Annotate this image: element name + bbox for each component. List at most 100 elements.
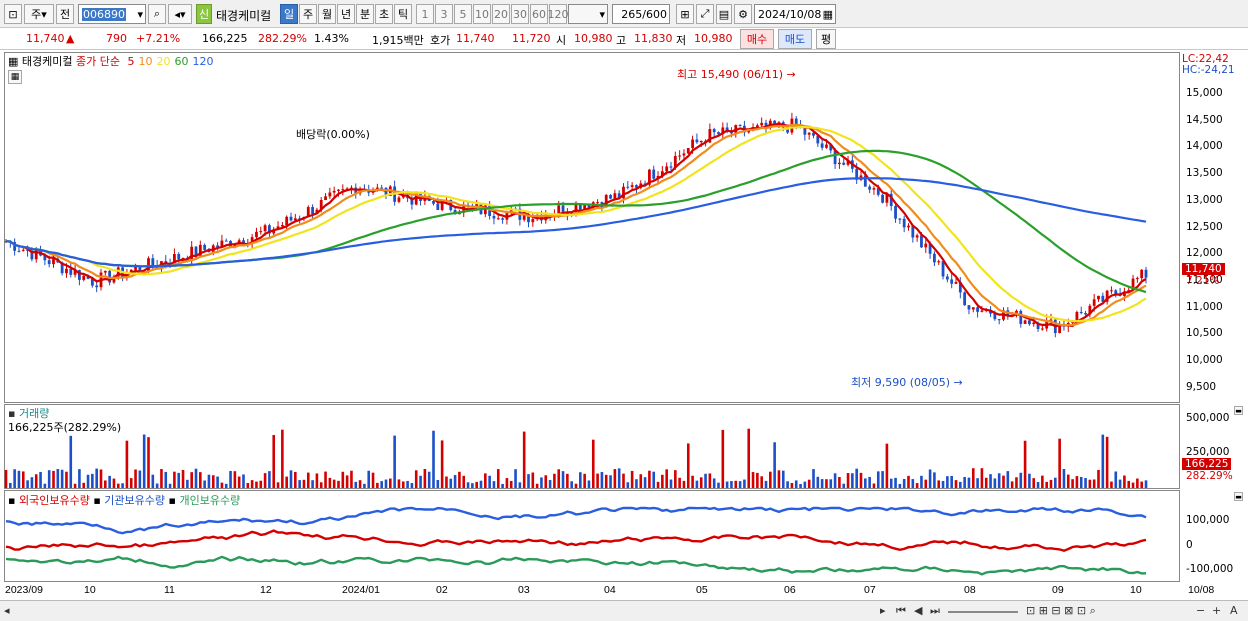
volume-bar [423,469,427,488]
minute-tab[interactable]: 3 [435,4,453,24]
minimize-icon[interactable]: ▬ [1234,492,1243,501]
next-icon[interactable]: ⏭ [930,604,940,617]
volume-bar [1079,476,1083,488]
candle-body [660,171,664,176]
candle-body [902,218,906,228]
minute-tab[interactable]: 10 [473,4,491,24]
volume-bar [328,477,332,488]
draw-tool-icon[interactable]: ⤢ [696,4,714,24]
price-panel[interactable] [4,52,1180,403]
buy-button[interactable]: 매수 [740,29,774,49]
gear-icon[interactable]: ⚙ [734,4,752,24]
text-icon[interactable]: A [1230,604,1238,617]
stock-code-input[interactable]: 006890 ▾ [78,4,146,24]
minute-tab[interactable]: 5 [454,4,472,24]
candle-body [1058,325,1062,334]
scroll-right-icon[interactable]: ▸ [880,604,886,617]
period-tab[interactable]: 틱 [394,4,412,24]
speaker-icon[interactable]: ◂▾ [168,4,192,24]
volume-bar [889,478,893,488]
volume-bar [1118,479,1122,488]
ma-line [5,122,1147,328]
candle-body [1084,313,1087,315]
volume-bar [699,477,703,488]
market-mode-select[interactable]: 주 ▾ [24,4,54,24]
volume-bar [509,480,513,488]
candle-body [1092,299,1096,306]
volume-bar [794,480,798,488]
volume-bar [738,481,742,488]
minute-tab[interactable]: 20 [492,4,510,24]
x-label: 10/08 [1188,584,1215,596]
volume-bar [436,480,440,488]
volume-bar [1002,475,1005,488]
period-tab[interactable]: 월 [318,4,336,24]
settings-icon[interactable]: ▦ [8,70,22,84]
period-tab[interactable]: 일 [280,4,298,24]
minute-tab[interactable]: 60 [530,4,548,24]
period-tab[interactable]: 년 [337,4,355,24]
candle-body [561,205,565,215]
prev-icon[interactable]: ◀ [914,604,923,617]
minimize-icon[interactable]: ▬ [1234,406,1243,415]
volume-bar [393,435,396,488]
candle-body [1028,320,1031,325]
period-tab[interactable]: 분 [356,4,374,24]
holdings-line [5,529,1147,552]
tools-icon[interactable]: ⊡ ⊞ ⊟ ⊠ ⊡ ⌕ [1026,604,1096,617]
candle-body [1088,305,1092,315]
candle-body [47,260,51,265]
search-icon[interactable]: ⌕ [148,4,166,24]
minute-tab[interactable]: 30 [511,4,529,24]
eval-button[interactable]: 평 [816,29,836,49]
first-icon[interactable]: ⏮ [896,604,906,617]
volume-bar [160,469,163,488]
chart-type-icon[interactable]: ⊞ [676,4,694,24]
volume-bar [730,481,733,488]
ma-period: 5 [127,55,135,68]
zoom-out-icon[interactable]: − [1196,604,1206,617]
chevron-down-icon: ▾ [599,7,605,21]
company-name: 태경케미컬 [216,9,272,23]
candle-body [1075,311,1079,323]
zoom-slider[interactable] [948,611,1018,613]
ma-period: 10 [138,55,153,68]
square-icon: ▪ [8,494,16,507]
volume-bar [116,483,120,488]
candle-body [220,240,224,248]
candle-body [1131,278,1135,291]
count-field[interactable]: 265/600 [612,4,670,24]
save-icon[interactable]: ▤ [716,4,732,24]
prev-button[interactable]: 전 [56,4,74,24]
candle-body [945,276,949,280]
candle-body [306,207,310,217]
volume-bar [1114,471,1118,488]
candle-body [1144,269,1148,278]
volume-bar [432,430,435,488]
volume-bar [60,469,64,488]
date-field[interactable]: 2024/10/08 ▦ [754,4,836,24]
volume-bar [65,471,68,488]
candle-body [937,261,941,263]
ma-period: 20 [156,55,171,68]
volume-bar [682,480,686,488]
minute-tab[interactable]: 120 [548,4,569,24]
candle-body [527,215,530,223]
bid-price: 11,720 [512,32,551,45]
volume-bar [686,443,690,488]
zoom-in-icon[interactable]: + [1212,604,1222,617]
holdings-panel[interactable] [4,490,1180,582]
price-panel-title: 태경케미컬 [21,55,73,68]
minute-tab[interactable]: 1 [416,4,434,24]
scrollbar[interactable]: ◂ ▸ ⏮ ◀ ⏭ ⊡ ⊞ ⊟ ⊠ ⊡ ⌕ − + A [0,600,1248,621]
period-tab[interactable]: 초 [375,4,393,24]
candle-body [1036,322,1040,329]
sell-button[interactable]: 매도 [778,29,812,49]
candle-body [509,208,513,213]
minute-custom-select[interactable]: ▾ [568,4,608,24]
window-menu-icon[interactable]: ⊡ [4,4,22,24]
holdings-line [5,506,1147,535]
scroll-left-icon[interactable]: ◂ [4,604,10,617]
period-tab[interactable]: 주 [299,4,317,24]
volume-bar [652,471,656,488]
